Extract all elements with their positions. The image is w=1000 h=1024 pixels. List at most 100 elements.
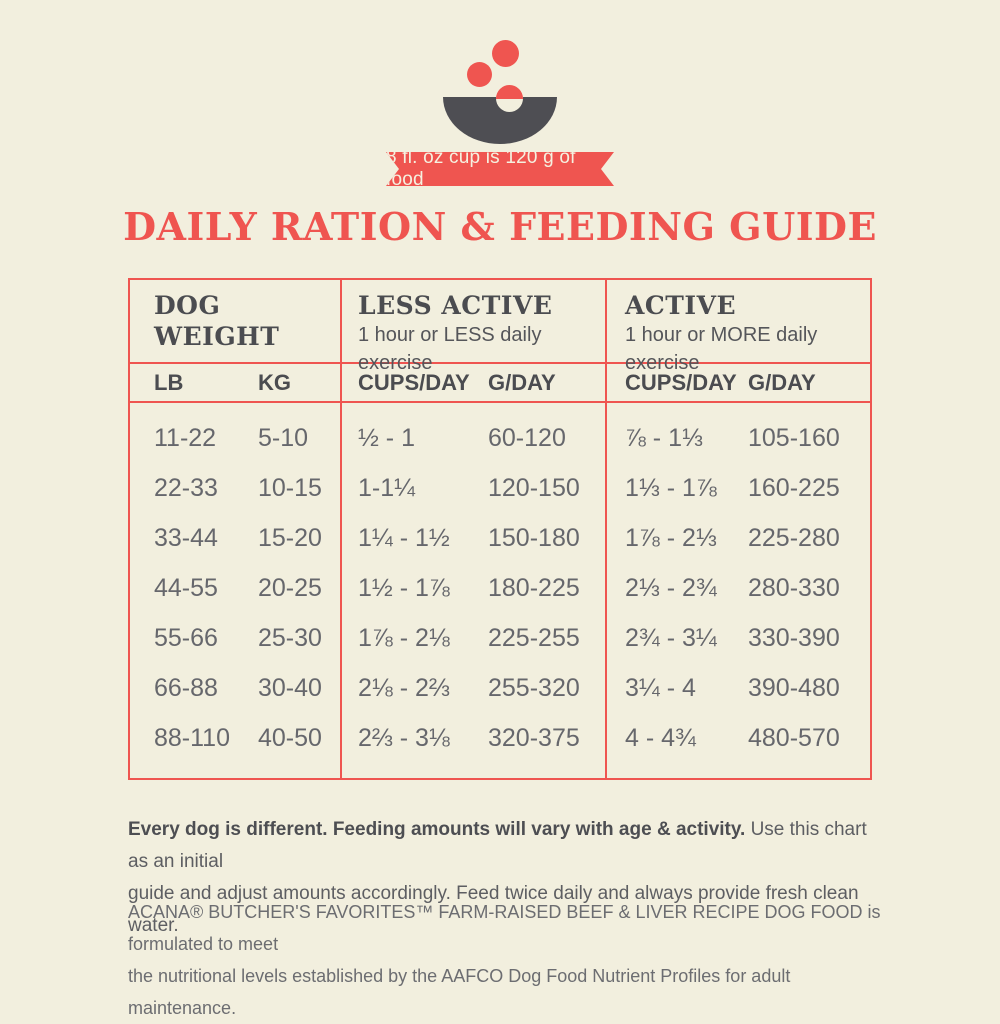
table-row: 1⅞ - 2⅛ 225-255 [342, 613, 605, 663]
table-row: 1¼ - 1½ 150-180 [342, 513, 605, 563]
cell-lb: 88-110 [154, 724, 230, 752]
data-column: ⅞ - 1⅓ 105-160 1⅓ - 1⅞ 160-225 1⅞ - 2⅓ 225-… [607, 403, 870, 778]
cell-grams: 150-180 [488, 524, 580, 552]
table-row: 2⅓ - 2¾ 280-330 [607, 563, 870, 613]
table-row: 66-88 30-40 [130, 663, 340, 713]
column-less-active: LESS ACTIVE 1 hour or LESS daily exercis… [340, 280, 605, 778]
cell-grams: 120-150 [488, 474, 580, 502]
column-active: ACTIVE 1 hour or MORE daily exercise CUP… [605, 280, 870, 778]
header-line: DOG [154, 291, 221, 320]
cell-lb: 55-66 [154, 624, 218, 652]
cell-cups: 2⅛ - 2⅔ [358, 674, 450, 702]
cell-grams: 320-375 [488, 724, 580, 752]
column-header-less-active: LESS ACTIVE 1 hour or LESS daily exercis… [342, 280, 605, 374]
cell-cups: 1⅞ - 2⅛ [358, 624, 450, 652]
cup-measure-text: 8 fl. oz cup is 120 g of food [386, 147, 576, 190]
subheader-g-day: G/DAY [748, 370, 816, 395]
table-row: ½ - 1 60-120 [342, 413, 605, 463]
table-row: 22-33 10-15 [130, 463, 340, 513]
header-line: ACTIVE [625, 291, 737, 320]
table-row: 1-1¼ 120-150 [342, 463, 605, 513]
subheader-lb: LB [154, 370, 184, 395]
feeding-note-rest: Use this chart as an initial [128, 819, 867, 872]
cell-grams: 225-280 [748, 524, 840, 552]
table-row: 4 - 4¾ 480-570 [607, 713, 870, 763]
cell-kg: 15-20 [258, 524, 322, 552]
table-row: 1⅞ - 2⅓ 225-280 [607, 513, 870, 563]
table-row: 11-22 5-10 [130, 413, 340, 463]
table-row: 88-110 40-50 [130, 713, 340, 763]
cell-grams: 105-160 [748, 424, 840, 452]
table-row: 1⅓ - 1⅞ 160-225 [607, 463, 870, 513]
table-row: 44-55 20-25 [130, 563, 340, 613]
column-header-active: ACTIVE 1 hour or MORE daily exercise [607, 280, 870, 374]
cell-cups: 1¼ - 1½ [358, 524, 450, 552]
feeding-note: Every dog is different. Feeding amounts … [128, 814, 888, 942]
cell-cups: 2¾ - 3¼ [625, 624, 717, 652]
aafco-line1: ACANA® BUTCHER'S FAVORITES™ FARM-RAISED … [128, 902, 881, 954]
page-title: DAILY RATION & FEEDING GUIDE [123, 204, 877, 249]
cell-grams: 60-120 [488, 424, 566, 452]
header-line: LESS ACTIVE [358, 291, 553, 320]
header-line: WEIGHT [154, 322, 280, 351]
data-column: 11-22 5-10 22-33 10-15 33-44 15-20 44-55 20-… [130, 403, 340, 778]
subheader-row: LB KG [130, 364, 340, 403]
data-column: ½ - 1 60-120 1-1¼ 120-150 1¼ - 1½ 150-180 1… [342, 403, 605, 778]
subheader-kg: KG [258, 370, 291, 395]
cell-cups: 1⅓ - 1⅞ [625, 474, 717, 502]
cup-measure-ribbon: 8 fl. oz cup is 120 g of food [386, 152, 614, 186]
cell-cups: ⅞ - 1⅓ [625, 424, 703, 452]
cell-lb: 33-44 [154, 524, 218, 552]
kibble-dot-icon [492, 40, 519, 67]
cell-kg: 20-25 [258, 574, 322, 602]
cell-lb: 22-33 [154, 474, 218, 502]
cell-lb: 66-88 [154, 674, 218, 702]
table-row: 33-44 15-20 [130, 513, 340, 563]
cell-cups: 3¼ - 4 [625, 674, 696, 702]
cell-grams: 330-390 [748, 624, 840, 652]
table-row: 55-66 25-30 [130, 613, 340, 663]
feeding-guide-table: DOG WEIGHT LB KG 11-22 5-10 22-33 10-15 33… [128, 278, 872, 780]
cell-kg: 30-40 [258, 674, 322, 702]
kibble-dot-icon [496, 85, 523, 99]
table-row: 2¾ - 3¼ 330-390 [607, 613, 870, 663]
subheader-g-day: G/DAY [488, 370, 556, 395]
cell-cups: 4 - 4¾ [625, 724, 696, 752]
feeding-note-bold: Every dog is different. Feeding amounts … [128, 819, 746, 840]
cell-cups: ½ - 1 [358, 424, 415, 452]
table-row: ⅞ - 1⅓ 105-160 [607, 413, 870, 463]
subheader-row: CUPS/DAY G/DAY [342, 364, 605, 403]
table-row: 2⅔ - 3⅛ 320-375 [342, 713, 605, 763]
header-subtitle: 1 hour or LESS daily exercise [358, 324, 542, 374]
kibble-dot-icon [467, 62, 492, 87]
cell-grams: 480-570 [748, 724, 840, 752]
cell-kg: 5-10 [258, 424, 309, 452]
cell-grams: 390-480 [748, 674, 840, 702]
subheader-cups-day: CUPS/DAY [358, 370, 470, 395]
column-dog-weight: DOG WEIGHT LB KG 11-22 5-10 22-33 10-15 33… [130, 280, 340, 778]
cell-grams: 225-255 [488, 624, 580, 652]
subheader-cups-day: CUPS/DAY [625, 370, 737, 395]
cell-cups: 2⅓ - 2¾ [625, 574, 717, 602]
header-subtitle: 1 hour or MORE daily exercise [625, 324, 818, 374]
subheader-row: CUPS/DAY G/DAY [607, 364, 870, 403]
cell-cups: 1⅞ - 2⅓ [625, 524, 717, 552]
cell-cups: 1-1¼ [358, 474, 415, 502]
aafco-statement: ACANA® BUTCHER'S FAVORITES™ FARM-RAISED … [128, 896, 888, 1024]
cell-cups: 2⅔ - 3⅛ [358, 724, 450, 752]
table-row: 1½ - 1⅞ 180-225 [342, 563, 605, 613]
cell-grams: 255-320 [488, 674, 580, 702]
cell-grams: 280-330 [748, 574, 840, 602]
aafco-line2: the nutritional levels established by th… [128, 966, 791, 1018]
cell-kg: 25-30 [258, 624, 322, 652]
cell-lb: 11-22 [154, 424, 217, 452]
table-row: 2⅛ - 2⅔ 255-320 [342, 663, 605, 713]
cell-lb: 44-55 [154, 574, 218, 602]
cell-kg: 40-50 [258, 724, 322, 752]
cell-grams: 160-225 [748, 474, 840, 502]
column-header-dog-weight: DOG WEIGHT [130, 280, 340, 364]
cell-grams: 180-225 [488, 574, 580, 602]
table-row: 3¼ - 4 390-480 [607, 663, 870, 713]
feeding-note-line2: guide and adjust amounts accordingly. Fe… [128, 883, 859, 936]
cell-kg: 10-15 [258, 474, 322, 502]
